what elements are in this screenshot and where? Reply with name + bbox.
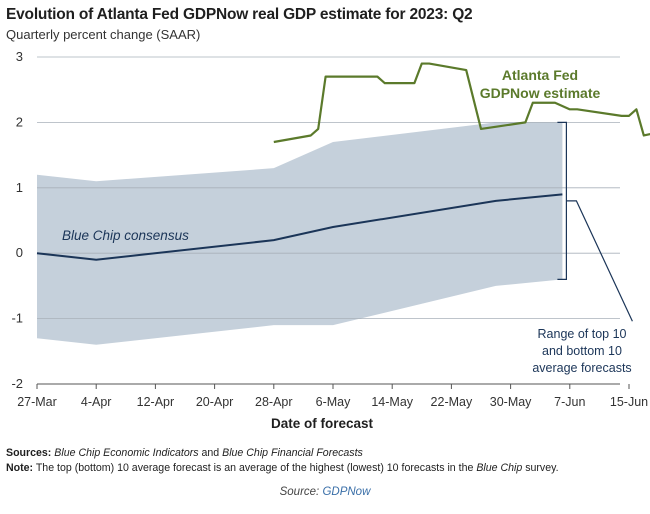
sources-label: Sources: bbox=[6, 447, 52, 459]
x-tick-label: 12-Apr bbox=[137, 395, 175, 409]
y-tick-label: 3 bbox=[16, 49, 23, 64]
chart-title: Evolution of Atlanta Fed GDPNow real GDP… bbox=[6, 6, 473, 23]
x-tick-label: 6-May bbox=[316, 395, 351, 409]
range-annotation-label: Range of top 10 bbox=[538, 327, 627, 341]
sources-and: and bbox=[198, 447, 223, 459]
note-footnote: Note: The top (bottom) 10 average foreca… bbox=[6, 462, 559, 474]
chart-subtitle: Quarterly percent change (SAAR) bbox=[6, 27, 201, 42]
sources-footnote: Sources: Blue Chip Economic Indicators a… bbox=[6, 447, 363, 459]
y-tick-label: 2 bbox=[16, 114, 23, 129]
source-label: Source: bbox=[279, 486, 320, 498]
note-text-1: The top (bottom) 10 average forecast is … bbox=[33, 462, 477, 474]
range-annotation-label: average forecasts bbox=[532, 361, 631, 375]
x-tick-label: 15-Jun bbox=[610, 395, 648, 409]
sources-italic-1: Blue Chip Economic Indicators bbox=[54, 447, 199, 459]
x-tick-label: 28-Apr bbox=[255, 395, 293, 409]
y-tick-label: 1 bbox=[16, 180, 23, 195]
gdpnow-line bbox=[273, 62, 650, 144]
range-leader-line bbox=[566, 200, 633, 322]
range-annotation-label: and bottom 10 bbox=[542, 344, 622, 358]
gdpnow-annotation-label: GDPNow estimate bbox=[480, 85, 601, 101]
x-tick-label: 7-Jun bbox=[554, 395, 585, 409]
sources-italic-2: Blue Chip Financial Forecasts bbox=[222, 447, 363, 459]
note-italic: Blue Chip bbox=[476, 462, 523, 474]
y-tick-label: -1 bbox=[11, 311, 23, 326]
x-tick-label: 27-Mar bbox=[17, 395, 57, 409]
gdpnow-annotation-label: Atlanta Fed bbox=[502, 67, 578, 83]
note-text-2: survey. bbox=[522, 462, 559, 474]
bluechip-annotation-label: Blue Chip consensus bbox=[62, 228, 189, 243]
x-tick-label: 4-Apr bbox=[81, 395, 112, 409]
note-label: Note: bbox=[6, 462, 34, 474]
x-tick-label: 30-May bbox=[490, 395, 532, 409]
x-tick-label: 14-May bbox=[371, 395, 413, 409]
source-line: Source: GDPNow bbox=[0, 486, 650, 498]
y-tick-label: 0 bbox=[16, 245, 23, 260]
y-tick-label: -2 bbox=[11, 376, 23, 391]
x-tick-label: 22-May bbox=[431, 395, 473, 409]
x-axis-title: Date of forecast bbox=[271, 416, 374, 431]
source-link[interactable]: GDPNow bbox=[322, 486, 371, 498]
bluechip-consensus-line bbox=[36, 193, 563, 261]
x-tick-label: 20-Apr bbox=[196, 395, 234, 409]
